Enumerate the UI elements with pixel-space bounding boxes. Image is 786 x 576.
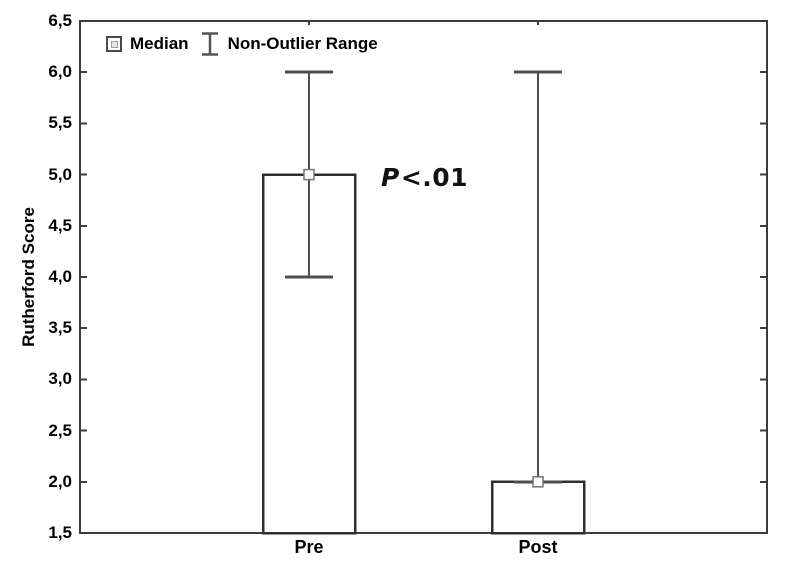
p-value-symbol: P (381, 163, 400, 192)
y-tick-label: 6,5 (48, 11, 72, 30)
p-value-text: <.01 (400, 163, 469, 192)
p-value-annotation: P<.01 (381, 163, 468, 192)
y-tick-label: 5,0 (48, 164, 72, 184)
y-tick-label: 3,5 (48, 318, 72, 338)
median-marker (303, 168, 315, 181)
x-category-label: Pre (294, 537, 324, 557)
legend-label-median: Median (130, 34, 189, 53)
median-marker (532, 476, 544, 488)
plot-frame (79, 20, 768, 534)
y-tick-label: 4,5 (48, 215, 72, 235)
legend-label-non-outlier-range: Non-Outlier Range (227, 34, 378, 53)
y-tick-label: 4,0 (48, 267, 72, 286)
y-tick-label: 2,5 (48, 420, 72, 440)
y-tick-label: 5,5 (48, 113, 72, 133)
median-square-marker-inner (110, 40, 118, 48)
legend: Median Non-Outlier Range (106, 31, 378, 57)
y-tick-label: 3,0 (48, 369, 72, 389)
y-tick-label: 6,0 (48, 62, 72, 82)
whisker-range-icon (201, 32, 218, 56)
y-tick-label: 1,5 (48, 523, 72, 542)
bar-post (490, 480, 586, 535)
y-tick-label: 2,0 (48, 471, 72, 491)
x-category-label: Post (518, 537, 558, 557)
median-square-marker-icon (106, 36, 122, 52)
